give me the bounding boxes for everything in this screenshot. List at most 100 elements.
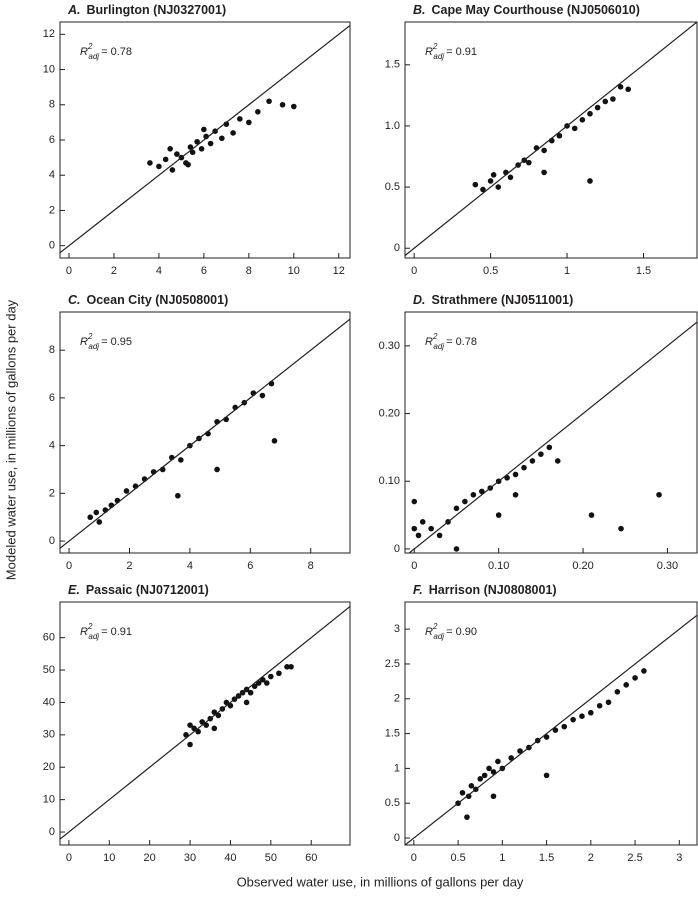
plot-area: [405, 614, 697, 845]
x-tick-label: 4: [187, 560, 193, 572]
data-point: [546, 444, 553, 451]
panel-letter: C.: [68, 293, 81, 307]
y-tick-label: 0: [394, 543, 400, 555]
data-point: [464, 814, 470, 820]
data-point: [504, 475, 510, 481]
data-point: [169, 167, 176, 173]
x-tick-label: 60: [305, 852, 317, 864]
panel-name: Passaic (NJ0712001): [86, 583, 209, 597]
data-point: [468, 783, 475, 789]
y-tick-label: 0.5: [385, 181, 400, 193]
data-point: [561, 723, 568, 730]
y-tick-label: 30: [43, 729, 55, 741]
panel-name: Ocean City (NJ0508001): [87, 293, 229, 307]
data-point: [198, 146, 205, 152]
y-tick-label: 12: [43, 28, 55, 40]
plot-frame: [404, 311, 698, 554]
x-tick-label: 2: [588, 852, 594, 864]
y-tick-label: 0: [49, 535, 55, 547]
data-point: [543, 772, 550, 779]
plot-area: [60, 24, 350, 254]
x-tick-label: 1: [499, 852, 505, 864]
plot-area: [60, 318, 350, 549]
data-point: [96, 519, 103, 525]
plot-frame: [404, 601, 698, 846]
y-tick-label: 8: [49, 99, 55, 111]
r2-sub: adj: [88, 342, 99, 351]
data-point: [570, 716, 576, 723]
y-tick-label: 3: [394, 623, 400, 635]
data-point: [459, 789, 466, 796]
panel-letter: F.: [413, 583, 423, 597]
data-point: [178, 457, 184, 463]
x-tick-label: 1: [564, 265, 570, 277]
data-point: [279, 101, 286, 108]
y-tick-label: 0: [394, 832, 400, 844]
data-point: [201, 126, 207, 133]
data-point: [419, 519, 426, 525]
data-point: [87, 514, 94, 521]
x-tick-label: 0: [411, 852, 417, 864]
x-tick-label: 0.5: [483, 265, 498, 277]
r2-annotation: R2 adj = 0.78: [425, 332, 477, 351]
x-tick-label: 2: [126, 560, 132, 572]
data-point: [478, 488, 485, 495]
data-point: [428, 525, 434, 532]
data-point: [495, 512, 502, 518]
data-point: [187, 144, 194, 150]
r2-value: = 0.95: [101, 336, 132, 348]
data-point: [507, 174, 514, 181]
data-point: [618, 525, 624, 532]
data-point: [453, 505, 460, 512]
x-tick-label: 8: [308, 560, 314, 572]
r2-symbol: R: [425, 46, 433, 58]
y-tick-label: 2: [49, 204, 55, 216]
one-to-one-line: [405, 22, 697, 257]
data-point: [529, 458, 536, 464]
data-point: [174, 151, 180, 157]
data-point: [263, 680, 270, 686]
data-point: [189, 149, 196, 156]
data-point: [579, 713, 585, 719]
data-point: [93, 509, 100, 516]
y-tick-label: 60: [43, 632, 55, 644]
y-tick-label: 1.0: [385, 120, 400, 132]
panel-title: E. Passaic (NJ0712001): [68, 583, 209, 597]
data-point: [556, 132, 563, 139]
data-point: [230, 130, 236, 136]
data-point: [167, 146, 173, 152]
data-point: [268, 673, 274, 680]
r2-sup: 2: [432, 332, 438, 341]
panel-title: B. Cape May Courthouse (NJ0506010): [413, 3, 640, 17]
r2-sup: 2: [87, 42, 93, 51]
r2-symbol: R: [425, 336, 433, 348]
r2-value: = 0.90: [446, 626, 477, 638]
x-tick-label: 50: [265, 852, 277, 864]
y-tick-label: 0: [49, 240, 55, 252]
data-point: [259, 392, 266, 399]
r2-annotation: R2 adj = 0.95: [80, 332, 132, 351]
data-point: [284, 664, 290, 670]
data-point: [571, 125, 578, 132]
data-point: [436, 532, 443, 539]
plot-frame: [59, 21, 351, 259]
data-point: [470, 491, 477, 498]
y-tick-label: 4: [49, 169, 55, 181]
r2-sub: adj: [433, 52, 444, 61]
r2-sub: adj: [433, 342, 444, 351]
x-tick-label: 0.5: [450, 852, 465, 864]
data-point: [290, 103, 297, 110]
x-tick-label: 3: [676, 852, 682, 864]
r2-value: = 0.91: [446, 46, 477, 58]
x-tick-label: 4: [156, 265, 162, 277]
data-point: [541, 147, 547, 154]
data-point: [641, 668, 647, 674]
one-to-one-line: [405, 614, 697, 845]
one-to-one-line: [408, 321, 697, 553]
y-tick-label: 0.20: [379, 407, 400, 419]
panel-name: Cape May Courthouse (NJ0506010): [432, 3, 640, 17]
data-point: [211, 725, 218, 732]
y-tick-label: 20: [43, 761, 55, 773]
data-point: [512, 491, 519, 498]
data-point: [602, 98, 609, 105]
